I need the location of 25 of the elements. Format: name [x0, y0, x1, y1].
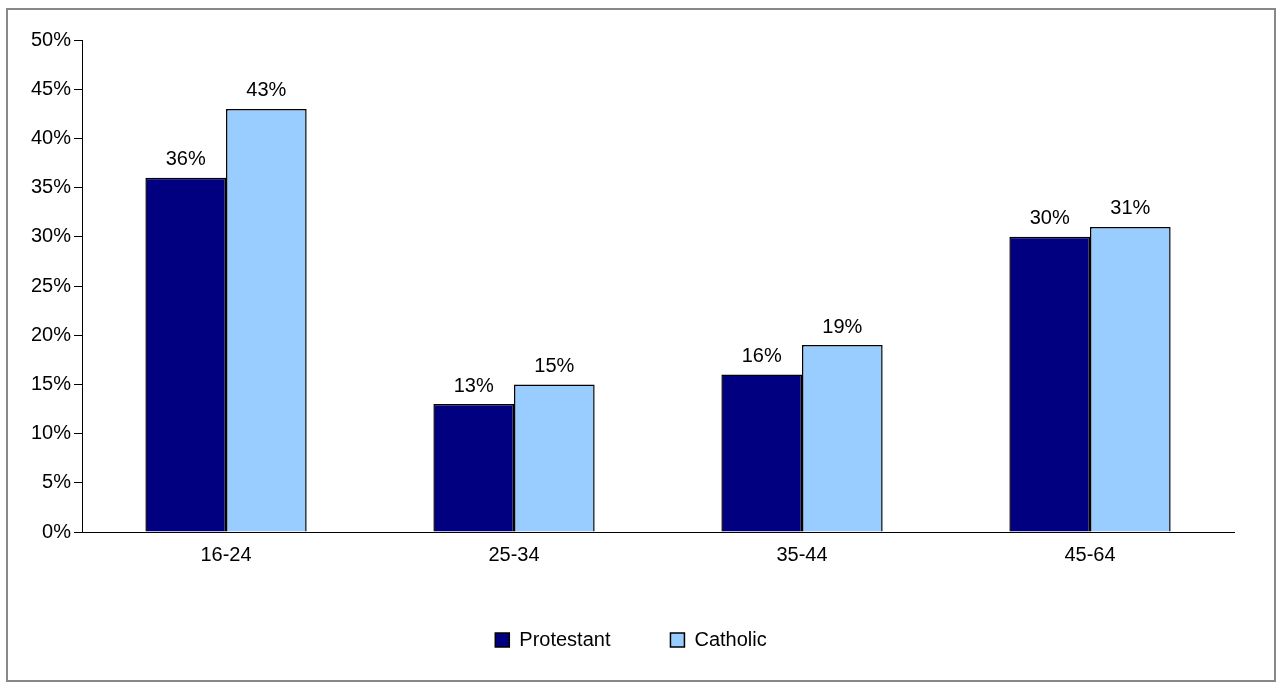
- legend-label: Protestant: [519, 627, 611, 650]
- text: 19%: [822, 314, 863, 337]
- text: 36%: [165, 147, 206, 170]
- y-tick-label: 30%: [31, 224, 72, 247]
- text: 15%: [534, 353, 575, 376]
- text: 31%: [1110, 196, 1151, 219]
- y-tick-label: 15%: [31, 371, 72, 394]
- y-tick-label: 45%: [31, 76, 72, 99]
- x-tick-label: 16-24: [200, 542, 252, 565]
- text: 16%: [741, 344, 782, 367]
- y-tick-label: 50%: [31, 27, 72, 50]
- y-tick-label: 10%: [31, 421, 72, 444]
- text: 13%: [453, 373, 494, 396]
- text: 43%: [246, 78, 287, 101]
- y-tick-label: 5%: [42, 470, 72, 493]
- y-tick-label: 25%: [31, 273, 72, 296]
- y-tick-label: 20%: [31, 322, 72, 345]
- y-tick-label: 40%: [31, 125, 72, 148]
- x-tick-label: 45-64: [1064, 542, 1116, 565]
- x-tick-label: 25-34: [488, 542, 540, 565]
- y-tick-label: 35%: [31, 175, 72, 198]
- y-tick-label: 0%: [42, 519, 72, 542]
- x-tick-label: 35-44: [776, 542, 828, 565]
- text: 30%: [1029, 206, 1070, 229]
- legend-label: Catholic: [694, 627, 767, 650]
